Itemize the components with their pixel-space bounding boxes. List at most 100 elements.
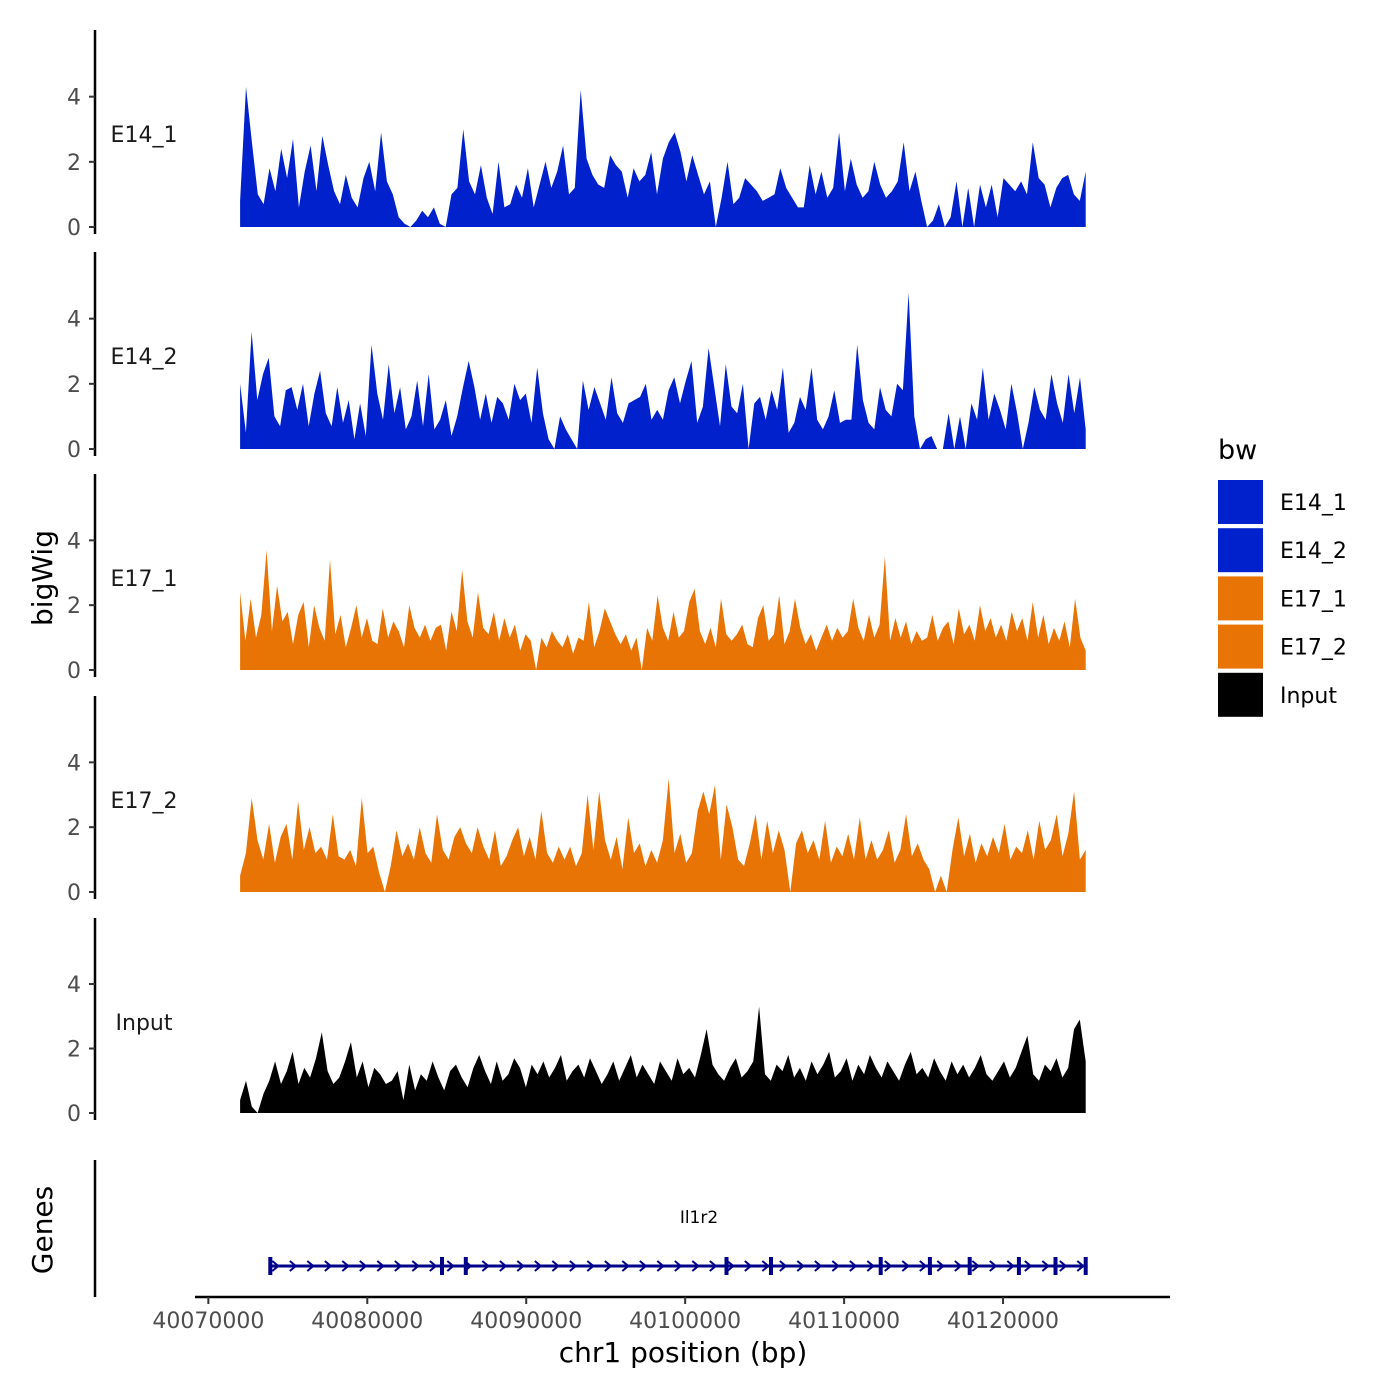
y-tick-label: 2 [67, 816, 81, 841]
track-E17_2: 0 2 4 E17_2 [67, 696, 1086, 906]
legend-item-Input: Input [1218, 672, 1337, 717]
tracks: 0 2 4 E14_1 0 2 4 E14_2 0 2 4 E17_1 0 2 4 E17_2 0 2 4 Input [67, 30, 1086, 1127]
area-E14_1 [240, 86, 1086, 228]
track-label: E14_1 [111, 123, 178, 148]
strand-chevron [324, 1260, 333, 1272]
strand-chevron [831, 1260, 840, 1272]
legend-item-E14_1: E14_1 [1218, 480, 1347, 524]
gene-exon [769, 1257, 773, 1275]
gene-exon [724, 1257, 729, 1275]
gene-exon [1016, 1257, 1021, 1275]
strand-chevron [989, 1260, 998, 1272]
strand-chevron [954, 1260, 963, 1272]
legend-item-E17_1: E17_1 [1218, 576, 1347, 621]
area-E17_2 [240, 778, 1086, 892]
legend-swatch [1218, 576, 1263, 621]
strand-chevron [376, 1260, 385, 1272]
legend-item-E14_2: E14_2 [1218, 528, 1347, 573]
track-label: E17_1 [111, 567, 178, 592]
area-E14_2 [240, 292, 1086, 449]
y-tick-label: 2 [67, 594, 81, 619]
y-tick-label: 4 [67, 86, 81, 111]
gene-panel: Il1r2 [93, 1160, 1088, 1297]
strand-chevron [551, 1260, 560, 1272]
y-tick-label: 4 [67, 308, 81, 333]
strand-chevron [341, 1260, 350, 1272]
x-tick-label: 40090000 [470, 1309, 582, 1334]
gene-exon [967, 1257, 972, 1275]
gene-exon [878, 1257, 883, 1275]
track-label: E17_2 [111, 789, 178, 814]
x-tick-label: 40110000 [788, 1309, 900, 1334]
track-E14_2: 0 2 4 E14_2 [67, 252, 1086, 463]
track-E14_1: 0 2 4 E14_1 [67, 30, 1086, 241]
strand-chevron [481, 1260, 490, 1272]
strand-chevron [884, 1260, 893, 1272]
legend-swatch [1218, 480, 1263, 524]
gene-exon [1053, 1257, 1058, 1275]
legend-label: Input [1280, 684, 1337, 709]
legend-swatch [1218, 672, 1263, 717]
strand-chevron [936, 1260, 945, 1272]
strand-chevron [919, 1260, 928, 1272]
gene-exon [1083, 1257, 1088, 1275]
x-tick-label: 40100000 [629, 1309, 741, 1334]
area-E17_1 [240, 550, 1086, 670]
x-tick-label: 40080000 [311, 1309, 423, 1334]
y-tick-label: 4 [67, 751, 81, 776]
strand-chevron [1041, 1260, 1050, 1272]
legend-title: bw [1218, 435, 1257, 466]
strand-chevron [1076, 1260, 1085, 1272]
strand-chevron [534, 1260, 543, 1272]
strand-chevron [569, 1260, 578, 1272]
legend-label: E17_2 [1280, 636, 1347, 661]
y-tick-label: 4 [67, 529, 81, 554]
x-axis: 40070000 40080000 40090000 40100000 40110000… [152, 1295, 1170, 1334]
legend-swatch [1218, 624, 1263, 669]
y-tick-label: 0 [67, 659, 81, 684]
strand-chevron [1006, 1260, 1015, 1272]
strand-chevron [901, 1260, 910, 1272]
strand-chevron [586, 1260, 595, 1272]
gene-exon [440, 1257, 444, 1275]
y-tick-label: 0 [67, 216, 81, 241]
gene-exon [268, 1257, 273, 1275]
track-label: E14_2 [111, 345, 178, 370]
strand-chevron [849, 1260, 858, 1272]
gene-label: Il1r2 [680, 1208, 718, 1228]
x-tick-label: 40070000 [152, 1309, 264, 1334]
y-tick-label: 2 [67, 151, 81, 176]
strand-chevron [621, 1260, 630, 1272]
strand-chevron [866, 1260, 875, 1272]
strand-chevron [1059, 1260, 1068, 1272]
y-tick-label: 2 [67, 373, 81, 398]
y-tick-label: 0 [67, 881, 81, 906]
y-tick-label: 2 [67, 1038, 81, 1063]
strand-chevron [499, 1260, 508, 1272]
strand-chevron [674, 1260, 683, 1272]
legend-item-E17_2: E17_2 [1218, 624, 1347, 669]
legend-label: E17_1 [1280, 587, 1347, 612]
track-E17_1: 0 2 4 E17_1 [67, 474, 1086, 684]
strand-chevron [971, 1260, 980, 1272]
gene-exon [927, 1257, 932, 1275]
strand-chevron [394, 1260, 403, 1272]
legend: bw E14_1 E14_2 E17_1 E17_2 Input [1218, 435, 1347, 717]
strand-chevron [271, 1260, 280, 1272]
strand-chevron [516, 1260, 525, 1272]
strand-chevron [289, 1260, 298, 1272]
strand-chevron [656, 1260, 665, 1272]
strand-chevron [604, 1260, 613, 1272]
strand-chevron [761, 1260, 770, 1272]
gene-exon [463, 1257, 468, 1275]
strand-chevron [744, 1260, 753, 1272]
strand-chevron [639, 1260, 648, 1272]
x-axis-title: chr1 position (bp) [559, 1336, 808, 1369]
x-tick-label: 40120000 [947, 1309, 1059, 1334]
legend-swatch [1218, 528, 1263, 573]
y-axis-title: bigWig [26, 530, 59, 626]
strand-chevron [359, 1260, 368, 1272]
area-Input [240, 1006, 1086, 1113]
strand-chevron [796, 1260, 805, 1272]
